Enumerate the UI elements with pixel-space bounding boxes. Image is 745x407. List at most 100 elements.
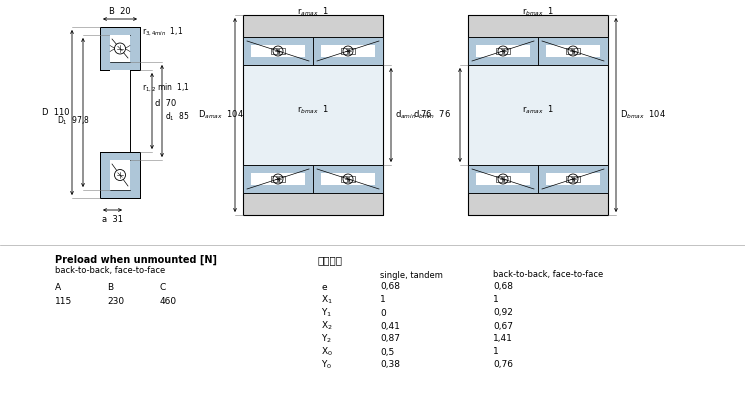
Text: X$_0$: X$_0$: [321, 346, 333, 358]
Text: D$_1$  97,8: D$_1$ 97,8: [57, 114, 90, 127]
Text: e: e: [321, 282, 326, 291]
Bar: [251, 45, 305, 57]
Bar: [251, 173, 305, 185]
Text: d  70: d 70: [155, 98, 177, 107]
Bar: [349, 48, 355, 54]
Text: a  31: a 31: [101, 215, 122, 225]
Bar: [110, 160, 130, 190]
Text: d$_{bmin}$  76: d$_{bmin}$ 76: [413, 109, 451, 121]
Text: X$_2$: X$_2$: [321, 320, 333, 332]
Circle shape: [343, 46, 353, 56]
Text: Preload when unmounted [N]: Preload when unmounted [N]: [55, 255, 217, 265]
Bar: [341, 48, 347, 54]
Text: 0,76: 0,76: [493, 361, 513, 370]
Text: r$_{bmax}$  1: r$_{bmax}$ 1: [297, 104, 329, 116]
Text: B  20: B 20: [110, 7, 131, 17]
Text: 460: 460: [160, 297, 177, 306]
Bar: [468, 165, 538, 193]
Circle shape: [568, 174, 578, 184]
Text: 0,87: 0,87: [380, 335, 400, 344]
Bar: [468, 15, 608, 215]
Text: d$_{amin}$  76: d$_{amin}$ 76: [395, 109, 433, 121]
Text: 1: 1: [380, 295, 386, 304]
Bar: [243, 37, 313, 65]
Text: 0,67: 0,67: [493, 322, 513, 330]
Bar: [574, 48, 580, 54]
Text: A: A: [55, 284, 61, 293]
Bar: [243, 15, 383, 215]
Bar: [546, 45, 600, 57]
Text: C: C: [160, 284, 166, 293]
Text: 0,5: 0,5: [380, 348, 394, 357]
Bar: [321, 45, 375, 57]
Bar: [504, 176, 510, 182]
Bar: [243, 37, 383, 193]
Bar: [496, 48, 502, 54]
Bar: [243, 193, 383, 215]
Bar: [504, 48, 510, 54]
Bar: [496, 176, 502, 182]
Circle shape: [498, 174, 508, 184]
Text: d$_1$  85: d$_1$ 85: [165, 111, 189, 123]
Circle shape: [115, 43, 125, 54]
Bar: [313, 37, 383, 65]
Bar: [566, 176, 572, 182]
Bar: [349, 176, 355, 182]
Bar: [321, 173, 375, 185]
Text: r$_{1,2}$ min  1,1: r$_{1,2}$ min 1,1: [142, 82, 190, 94]
Bar: [468, 15, 608, 37]
Bar: [271, 176, 277, 182]
Text: 0: 0: [380, 309, 386, 317]
Bar: [566, 48, 572, 54]
Text: 115: 115: [55, 297, 72, 306]
Bar: [538, 37, 608, 65]
Bar: [243, 165, 313, 193]
Text: X$_1$: X$_1$: [321, 294, 333, 306]
Text: 0,92: 0,92: [493, 309, 513, 317]
Bar: [468, 193, 608, 215]
Bar: [574, 176, 580, 182]
Text: 1: 1: [493, 295, 498, 304]
Text: back-to-back, face-to-face: back-to-back, face-to-face: [493, 271, 603, 280]
Text: r$_{3,4min}$  1,1: r$_{3,4min}$ 1,1: [142, 26, 183, 38]
Bar: [468, 15, 608, 215]
Bar: [546, 173, 600, 185]
Text: 230: 230: [107, 297, 124, 306]
Bar: [341, 176, 347, 182]
Bar: [476, 173, 530, 185]
Bar: [313, 165, 383, 193]
Bar: [279, 176, 285, 182]
Circle shape: [273, 174, 283, 184]
Bar: [100, 27, 140, 70]
Bar: [279, 48, 285, 54]
Circle shape: [115, 169, 125, 180]
Text: B: B: [107, 284, 113, 293]
Bar: [110, 70, 130, 152]
Bar: [468, 37, 608, 193]
Text: r$_{amax}$  1: r$_{amax}$ 1: [522, 104, 554, 116]
Bar: [243, 15, 383, 37]
Text: D  110: D 110: [42, 108, 69, 117]
Circle shape: [568, 46, 578, 56]
Text: r$_{bmax}$  1: r$_{bmax}$ 1: [522, 6, 554, 18]
Text: 1: 1: [493, 348, 498, 357]
Text: D$_{bmax}$  104: D$_{bmax}$ 104: [620, 109, 666, 121]
Text: 0,38: 0,38: [380, 361, 400, 370]
Bar: [538, 165, 608, 193]
Text: r$_{amax}$  1: r$_{amax}$ 1: [297, 6, 329, 18]
Circle shape: [343, 174, 353, 184]
Circle shape: [273, 46, 283, 56]
Bar: [468, 37, 538, 65]
Text: 计算系数: 计算系数: [318, 255, 343, 265]
Bar: [243, 15, 383, 215]
Text: 0,41: 0,41: [380, 322, 400, 330]
Bar: [110, 35, 130, 62]
Text: Y$_0$: Y$_0$: [321, 359, 332, 371]
Text: 0,68: 0,68: [493, 282, 513, 291]
Text: Y$_2$: Y$_2$: [321, 333, 332, 345]
Circle shape: [498, 46, 508, 56]
Bar: [100, 152, 140, 198]
Text: Y$_1$: Y$_1$: [321, 307, 332, 319]
Text: 1,41: 1,41: [493, 335, 513, 344]
Text: 0,68: 0,68: [380, 282, 400, 291]
